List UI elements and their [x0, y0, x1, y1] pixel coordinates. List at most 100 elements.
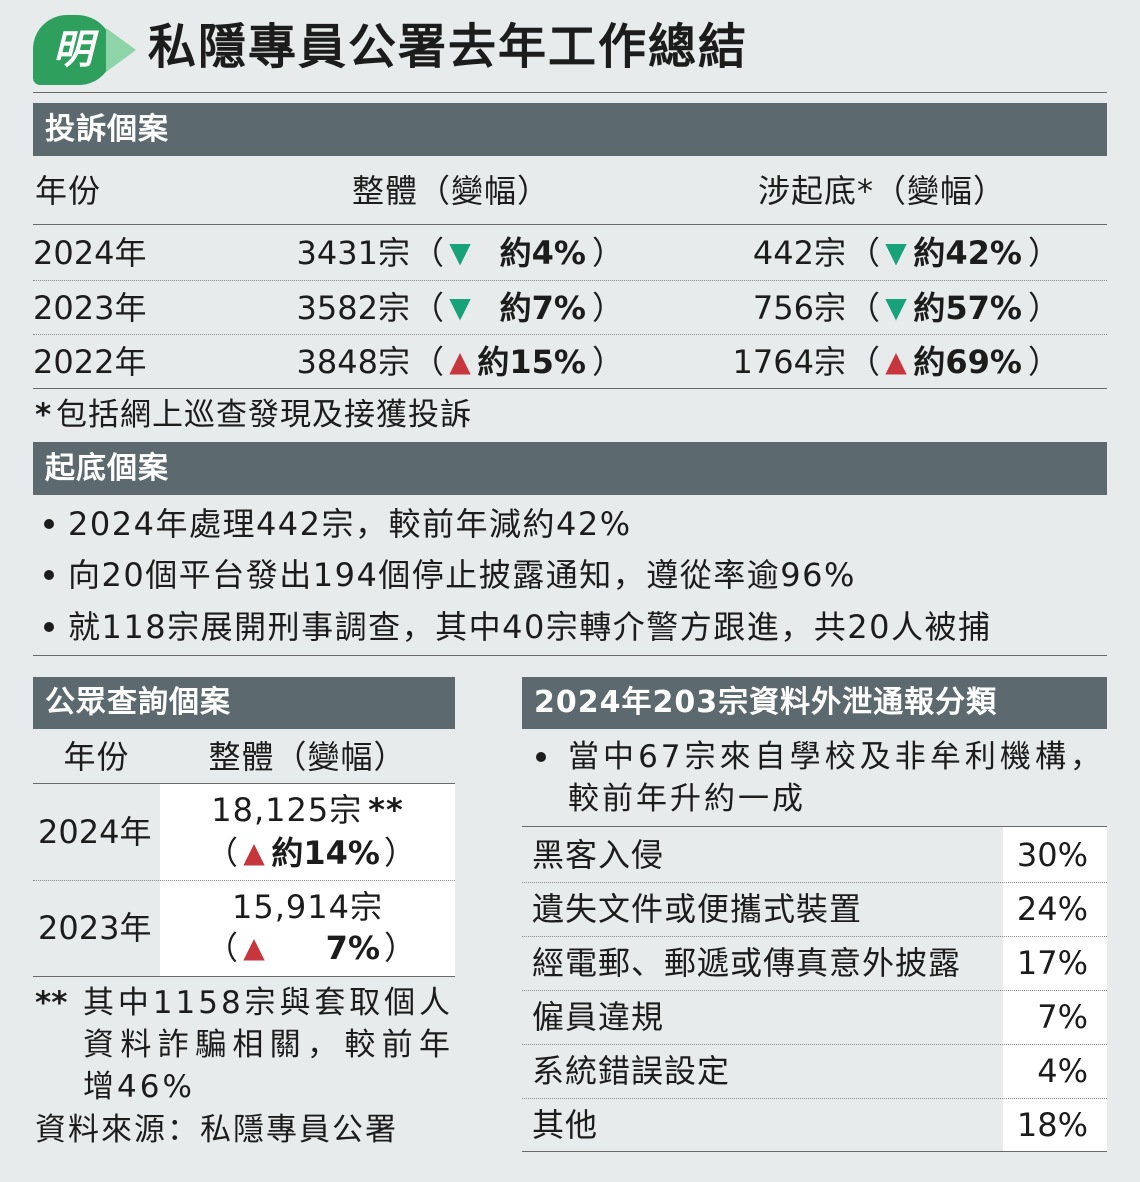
paren-close: ） — [1028, 234, 1061, 272]
category-cell: 黑客入侵 — [532, 836, 665, 874]
enquiry-change-line: （ ▲ 約14% ） — [0, 832, 460, 874]
paren-close: ） — [592, 234, 625, 272]
paren-open: （ — [206, 834, 239, 872]
overall-count: 3582宗 — [296, 289, 410, 327]
logo-tail-icon — [106, 28, 136, 72]
paren-open: （ — [412, 343, 445, 381]
down-triangle-icon: ▼ — [449, 236, 471, 269]
paren-close: ） — [384, 834, 417, 872]
table-row: 黑客入侵 30% — [522, 828, 1107, 882]
bullet-icon — [44, 622, 54, 632]
up-triangle-icon: ▲ — [449, 345, 471, 378]
list-item: 2024年處理442宗，較前年減約42% — [0, 503, 1140, 545]
year-cell: 2024年 — [38, 813, 152, 851]
footnote-marker: ** — [35, 985, 68, 1021]
table-row: 2023年 3582宗 （ ▼ 約7% ） 756宗 （ ▼ 約57% ） — [0, 281, 1140, 335]
list-item-text: 向20個平台發出194個停止披露通知，遵從率逾96% — [68, 556, 856, 594]
down-triangle-icon: ▼ — [449, 291, 471, 324]
paren-close: ） — [592, 343, 625, 381]
row-divider — [522, 936, 1107, 937]
row-divider — [522, 1098, 1107, 1099]
down-triangle-icon: ▼ — [885, 236, 907, 269]
paren-open: （ — [206, 929, 239, 967]
overall-count: 3431宗 — [296, 234, 410, 272]
row-divider — [33, 880, 455, 881]
percent-cell: 17% — [1016, 944, 1088, 982]
doxxing-count: 756宗 — [752, 289, 846, 327]
footnote: * 包括網上巡查發現及接獲投訴 — [0, 394, 1140, 436]
list-item-text: 就118宗展開刑事調查，其中40宗轉介警方跟進，共20人被捕 — [68, 608, 992, 646]
row-divider — [522, 882, 1107, 883]
table-row: 遺失文件或便攜式裝置 24% — [522, 882, 1107, 936]
overall-change: 約4% — [499, 234, 586, 272]
category-cell: 遺失文件或便攜式裝置 — [532, 890, 863, 928]
row-divider — [522, 990, 1107, 991]
enquiry-count: 18,125宗 — [211, 791, 363, 829]
column-header-overall: 整體（變幅） — [352, 172, 551, 210]
percent-cell: 30% — [1016, 836, 1088, 874]
category-cell: 系統錯誤設定 — [532, 1052, 731, 1090]
paren-close: ） — [592, 289, 625, 327]
logo-mark: 明 — [53, 27, 93, 73]
divider — [33, 783, 455, 784]
category-cell: 僱員違規 — [532, 998, 665, 1036]
source-note: 資料來源：私隱專員公署 — [35, 1112, 398, 1148]
year-cell: 2022年 — [33, 343, 147, 381]
section-bar-enquiries: 公眾查詢個案 — [33, 677, 455, 729]
doxxing-change: 約57% — [913, 289, 1022, 327]
percent-cell: 24% — [1016, 890, 1088, 928]
column-header-overall: 整體（變幅） — [208, 738, 407, 776]
paren-close: ） — [384, 929, 417, 967]
up-triangle-icon: ▲ — [243, 836, 265, 869]
bullet-icon — [44, 519, 54, 529]
paren-open: （ — [848, 234, 881, 272]
doxxing-count: 442宗 — [752, 234, 846, 272]
overall-change: 約7% — [499, 289, 586, 327]
logo: 明 — [33, 15, 113, 85]
doxxing-change: 約42% — [913, 234, 1022, 272]
down-triangle-icon: ▼ — [885, 291, 907, 324]
overall-change: 約15% — [477, 343, 586, 381]
divider — [33, 655, 1107, 656]
divider — [522, 826, 1107, 827]
year-cell: 2024年 — [33, 234, 147, 272]
paren-open: （ — [412, 289, 445, 327]
percent-cell: 18% — [1016, 1106, 1088, 1144]
table-header: 年份 整體（變幅） 涉起底*（變幅） — [0, 160, 1140, 222]
category-cell: 經電郵、郵遞或傳真意外披露 — [532, 944, 962, 982]
enquiry-count-line: 15,914宗 — [160, 886, 455, 928]
row-divider — [33, 334, 1107, 335]
enquiry-count-line: 18,125宗 ** — [160, 789, 455, 831]
footnote-marker: * — [35, 397, 53, 433]
section-bar-complaints: 投訴個案 — [33, 103, 1107, 156]
section-bar-breaches: 2024年203宗資料外泄通報分類 — [522, 677, 1107, 729]
paren-open: （ — [848, 289, 881, 327]
paren-close: ） — [1028, 343, 1061, 381]
percent-cell: 7% — [1037, 998, 1088, 1036]
list-item: 就118宗展開刑事調查，其中40宗轉介警方跟進，共20人被捕 — [0, 606, 1140, 648]
divider — [33, 92, 1107, 93]
column-header-year: 年份 — [35, 172, 102, 210]
category-cell: 其他 — [532, 1106, 599, 1144]
footnote-text: 其中1158宗與套取個人資料詐騙相關，較前年增46% — [83, 985, 453, 1105]
up-triangle-icon: ▲ — [885, 345, 907, 378]
row-divider — [522, 1044, 1107, 1045]
column-header-doxxing: 涉起底*（變幅） — [758, 172, 1007, 210]
table-header: 年份 整體（變幅） — [0, 731, 460, 783]
page-title: 私隱專員公署去年工作總結 — [148, 19, 749, 75]
footnote-text: 包括網上巡查發現及接獲投訴 — [56, 397, 472, 433]
overall-count: 3848宗 — [296, 343, 410, 381]
up-triangle-icon: ▲ — [243, 931, 265, 964]
divider — [33, 976, 455, 977]
enquiry-count: 15,914宗 — [232, 888, 383, 926]
column-header-year: 年份 — [63, 738, 130, 776]
divider — [522, 1151, 1107, 1152]
table-row: 經電郵、郵遞或傳真意外披露 17% — [522, 936, 1107, 990]
paren-close: ） — [1028, 289, 1061, 327]
enquiry-change: 7% — [325, 929, 380, 967]
paren-open: （ — [412, 234, 445, 272]
table-row: 系統錯誤設定 4% — [522, 1044, 1107, 1098]
breach-note: 當中67宗來自學校及非牟利機構，較前年升約一成 — [568, 739, 1104, 817]
table-row: 2022年 3848宗 （ ▲ 約15% ） 1764宗 （ ▲ 約69% ） — [0, 335, 1140, 389]
row-divider — [33, 280, 1107, 281]
